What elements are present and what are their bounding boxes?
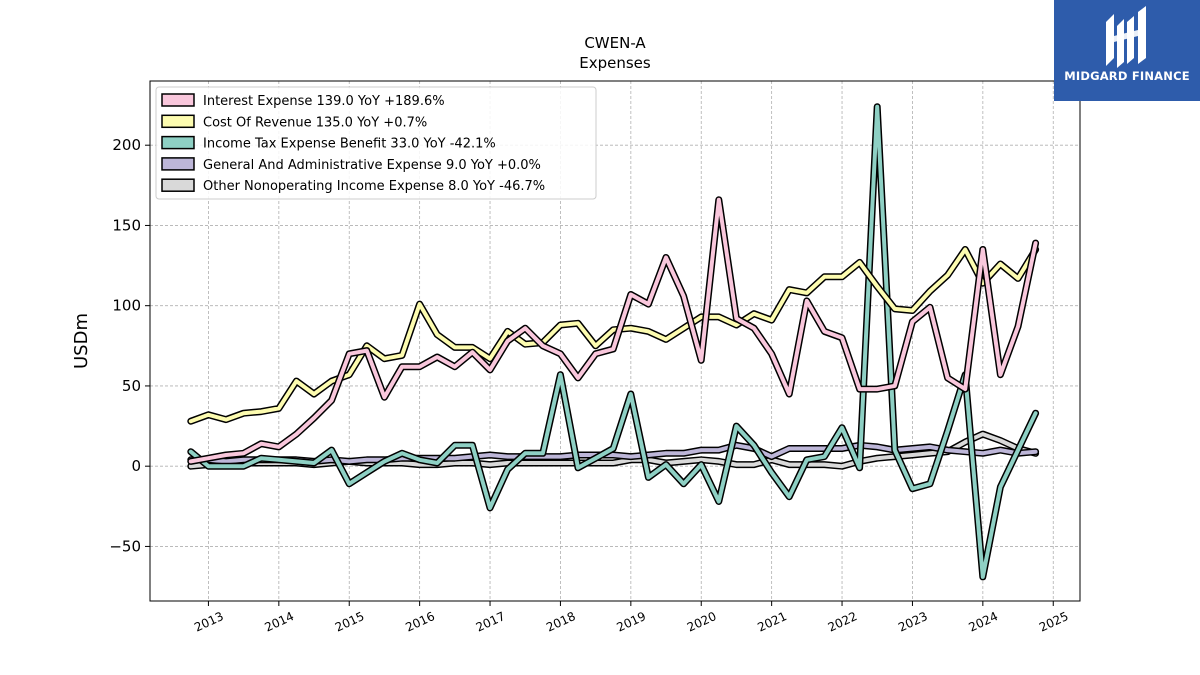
chart-subtitle: Expenses [579, 54, 651, 72]
x-tick-label: 2021 [755, 609, 789, 635]
x-tick-label: 2018 [544, 609, 578, 635]
legend-swatch [161, 114, 195, 129]
y-tick-label: 0 [131, 457, 141, 475]
legend-box [155, 86, 597, 200]
x-tick-label: 2014 [263, 609, 297, 635]
brand-logo: MIDGARD FINANCE [1054, 0, 1200, 101]
x-tick-label: 2015 [333, 609, 367, 635]
x-tick-label: 2020 [685, 609, 719, 635]
series-stroke [188, 197, 1038, 464]
series-2-line [187, 246, 1040, 425]
series-3-line [187, 103, 1040, 581]
legend-label: General And Administrative Expense 9.0 Y… [203, 158, 541, 173]
legend-swatch [161, 157, 195, 171]
y-tick-label: 100 [112, 297, 141, 315]
x-tick-label: 2022 [826, 609, 860, 635]
series-1-line [187, 196, 1040, 465]
legend-label: Other Nonoperating Income Expense 8.0 Yo… [203, 179, 545, 194]
legend: Interest Expense 139.0 YoY +189.6% Cost O… [155, 86, 597, 200]
legend-swatch [161, 135, 195, 150]
series-layer [187, 103, 1040, 581]
logo-mark-icon [1106, 6, 1146, 68]
x-axis: 2013 2014 2015 2016 2017 2018 2019 2020 2021 2022… [192, 601, 1071, 635]
y-tick-label: 50 [122, 377, 141, 395]
plot-frame [149, 80, 1081, 602]
y-axis-label: USDm [71, 313, 92, 369]
chart-title: CWEN-A [584, 34, 646, 52]
x-tick-label: 2025 [1037, 609, 1071, 635]
legend-label: Cost Of Revenue 135.0 YoY +0.7% [203, 115, 427, 130]
legend-label: Interest Expense 139.0 YoY +189.6% [203, 94, 445, 109]
x-tick-label: 2017 [474, 609, 508, 635]
y-axis: −50 0 50 100 150 200 [109, 136, 150, 555]
series-stroke [188, 104, 1038, 579]
x-tick-label: 2016 [403, 609, 437, 635]
y-tick-label: −50 [109, 537, 141, 555]
legend-swatch [161, 93, 195, 107]
x-tick-label: 2023 [896, 609, 930, 635]
logo-text: MIDGARD FINANCE [1064, 69, 1190, 83]
x-tick-label: 2024 [967, 609, 1001, 635]
legend-swatch [161, 178, 195, 192]
series-stroke [188, 247, 1038, 424]
y-tick-label: 150 [112, 216, 141, 234]
x-tick-label: 2013 [192, 609, 226, 635]
y-tick-label: 200 [112, 136, 141, 154]
x-tick-label: 2019 [615, 609, 649, 635]
legend-label: Income Tax Expense Benefit 33.0 YoY -42.… [203, 137, 496, 152]
